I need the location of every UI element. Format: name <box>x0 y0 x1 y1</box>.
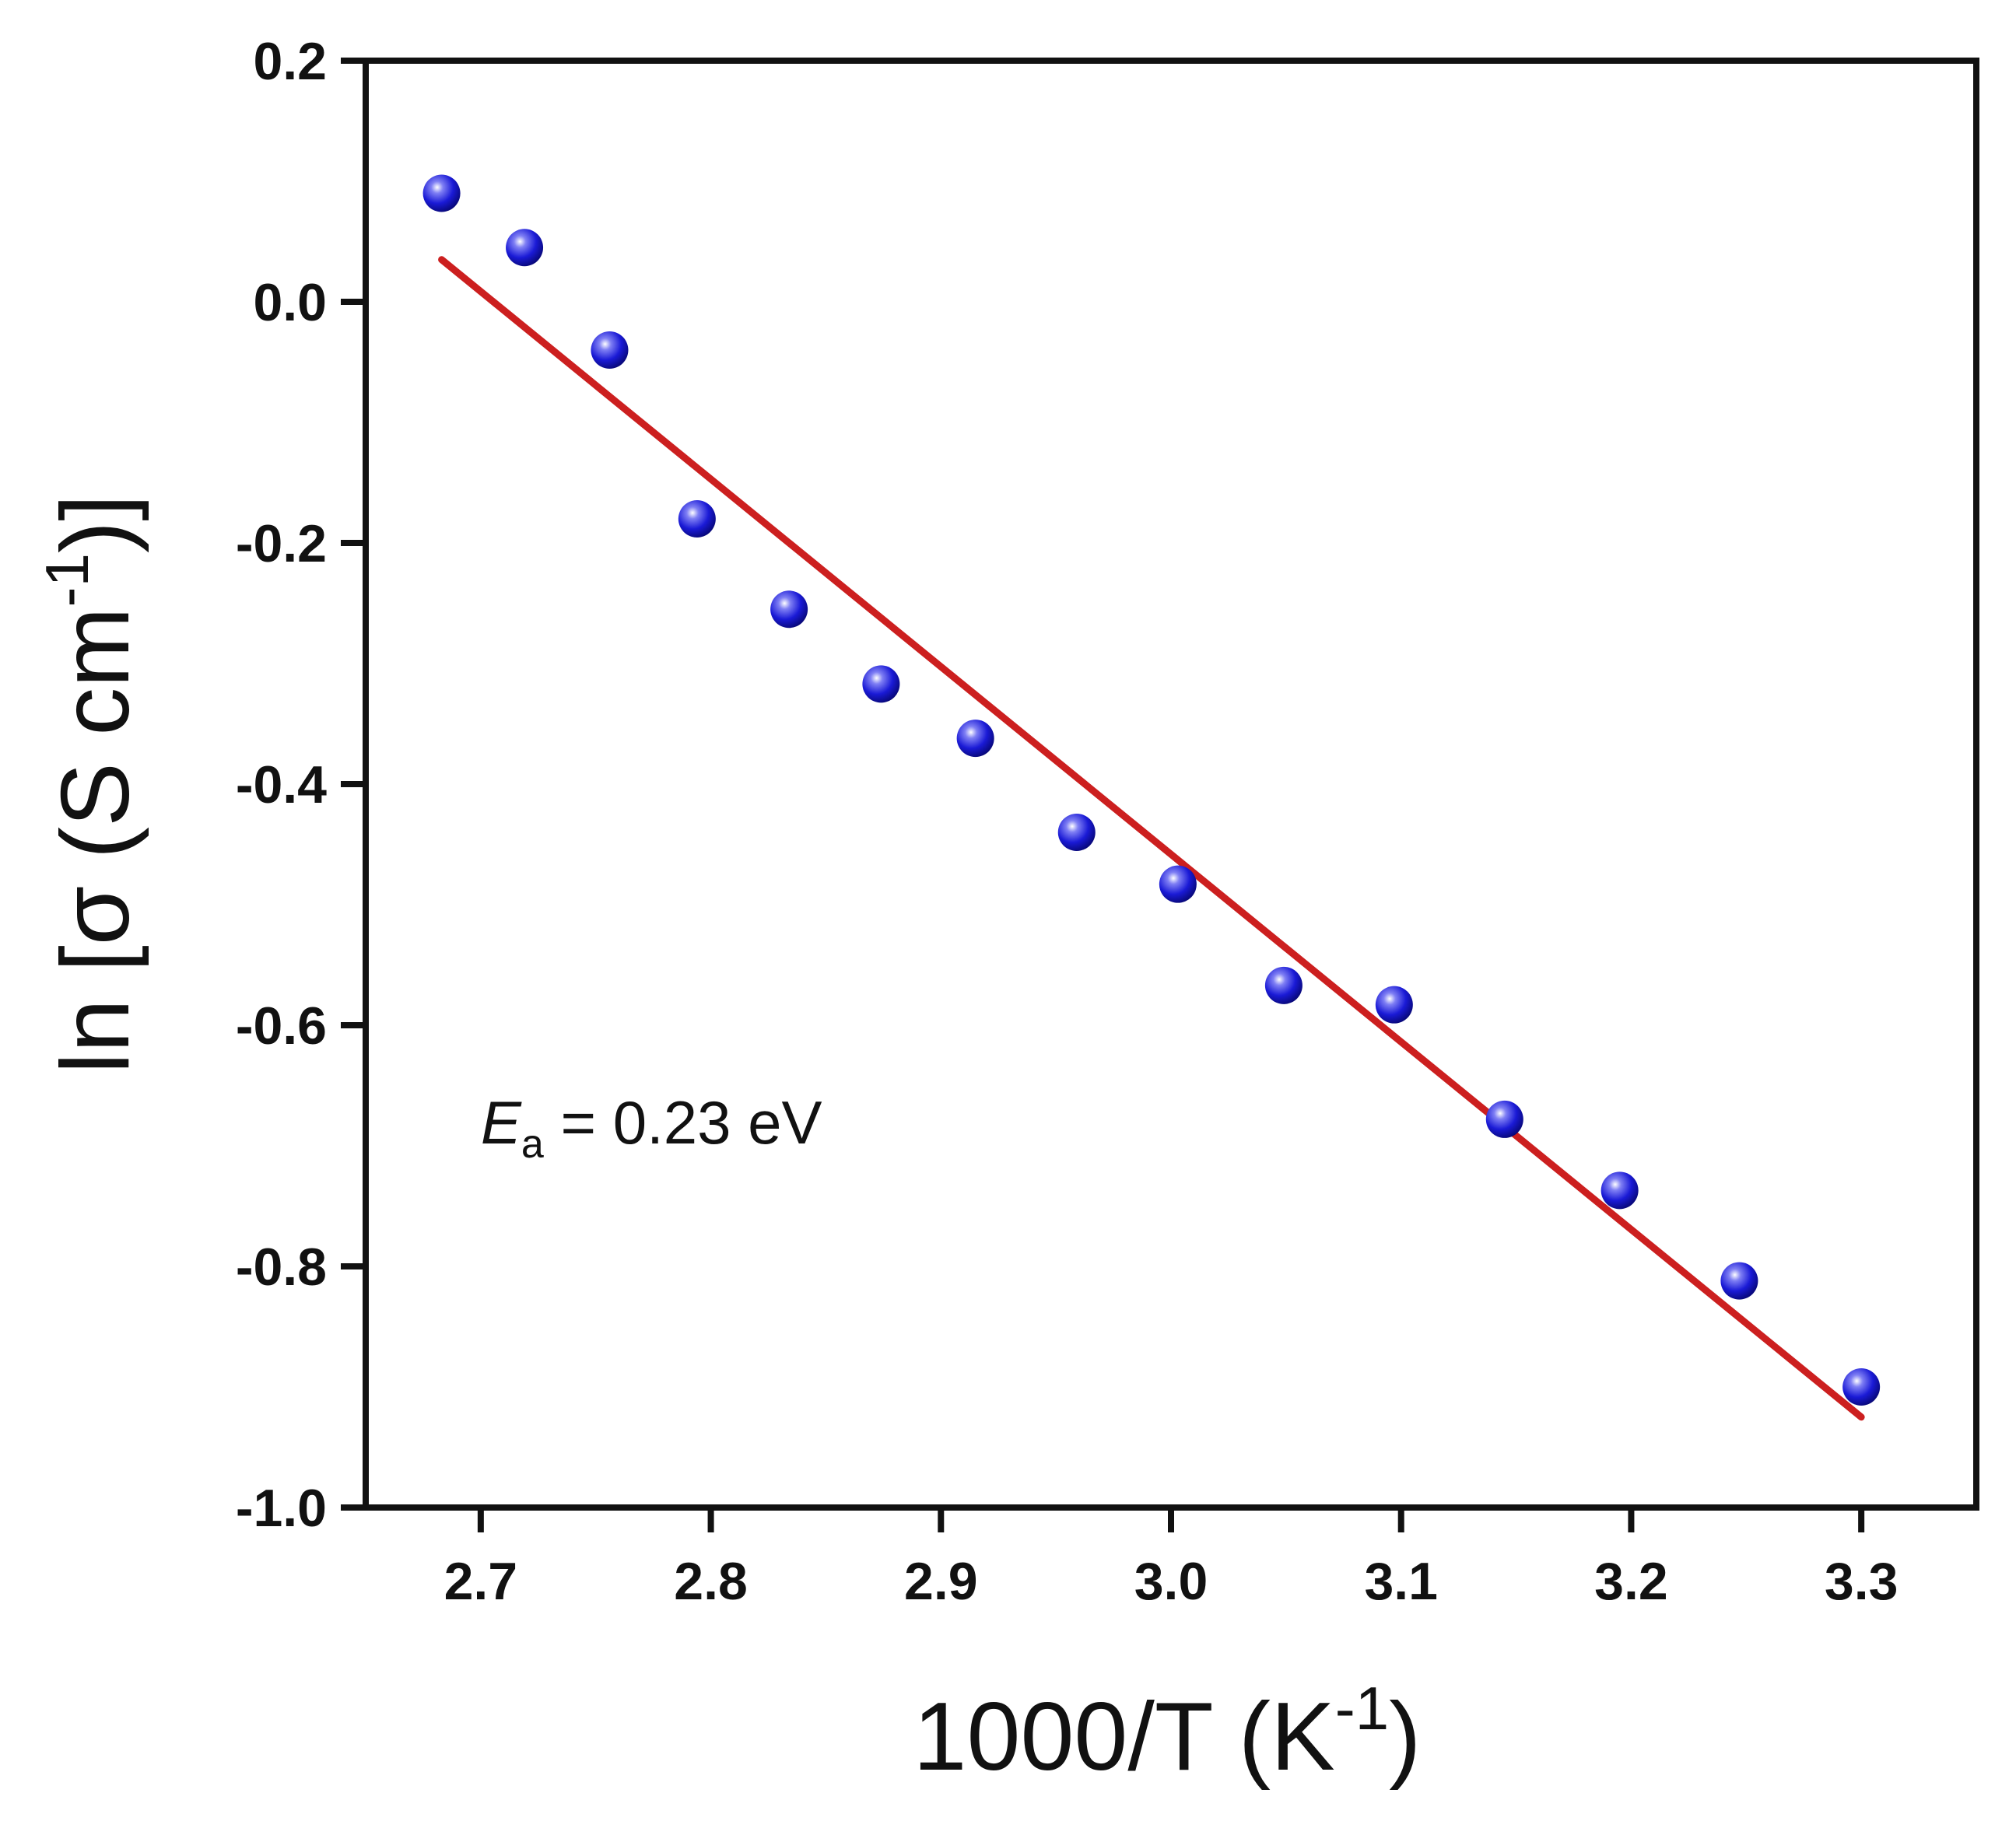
x-axis-title-base: 1000/T (K <box>913 1683 1335 1791</box>
activation-energy-annotation: Ea = 0.23 eV <box>481 1088 822 1167</box>
x-tick-label: 3.3 <box>1825 1552 1899 1611</box>
y-tick-label: -1.0 <box>236 1479 327 1538</box>
annotation-subscript: a <box>521 1122 544 1167</box>
y-tick-label: 0.0 <box>253 273 327 332</box>
y-tick-label: -0.6 <box>236 996 327 1056</box>
x-axis-title-sup: -1 <box>1335 1674 1389 1742</box>
x-tick-label: 2.7 <box>444 1552 518 1611</box>
annotation-symbol: E <box>481 1088 522 1157</box>
data-point <box>956 720 994 758</box>
y-axis-title-sup: -1 <box>33 553 101 607</box>
x-axis-title-close: ) <box>1389 1683 1421 1791</box>
y-tick-label: -0.2 <box>236 514 327 573</box>
y-axis-title-base: ln [σ (S cm <box>42 607 149 1073</box>
y-axis-title-close: )] <box>42 494 149 553</box>
y-tick-label: 0.2 <box>253 32 327 91</box>
data-point <box>1720 1262 1758 1300</box>
fit-line <box>438 256 1865 1421</box>
data-point <box>506 229 544 267</box>
data-point <box>1159 865 1197 903</box>
data-point <box>1375 986 1413 1024</box>
y-tick-label: -0.4 <box>236 755 327 814</box>
annotation-value: = 0.23 eV <box>544 1088 822 1157</box>
x-tick-label: 3.2 <box>1594 1552 1668 1611</box>
x-tick-label: 2.9 <box>904 1552 978 1611</box>
y-axis-ticks: 0.2 0.0 -0.2 -0.4 -0.6 -0.8 -1.0 <box>236 32 366 1538</box>
x-tick-label: 2.8 <box>674 1552 748 1611</box>
data-point <box>678 500 716 538</box>
data-point <box>862 665 900 703</box>
x-tick-label: 3.1 <box>1364 1552 1438 1611</box>
data-point <box>1485 1100 1523 1138</box>
x-axis-title: 1000/T (K-1) <box>913 1674 1422 1791</box>
x-axis-ticks: 2.7 2.8 2.9 3.0 3.1 3.2 3.3 <box>444 1508 1899 1611</box>
y-axis-title: ln [σ (S cm-1)] <box>33 494 149 1073</box>
data-point <box>1601 1171 1639 1210</box>
data-point <box>1264 966 1303 1004</box>
data-point <box>1842 1368 1881 1406</box>
data-point <box>591 331 629 369</box>
data-point <box>422 174 461 212</box>
x-tick-label: 3.0 <box>1134 1552 1208 1611</box>
y-tick-label: -0.8 <box>236 1238 327 1297</box>
scatter-points-layer <box>422 174 1881 1406</box>
fit-line-layer <box>438 256 1865 1421</box>
data-point <box>1057 814 1096 851</box>
data-point <box>770 590 808 629</box>
